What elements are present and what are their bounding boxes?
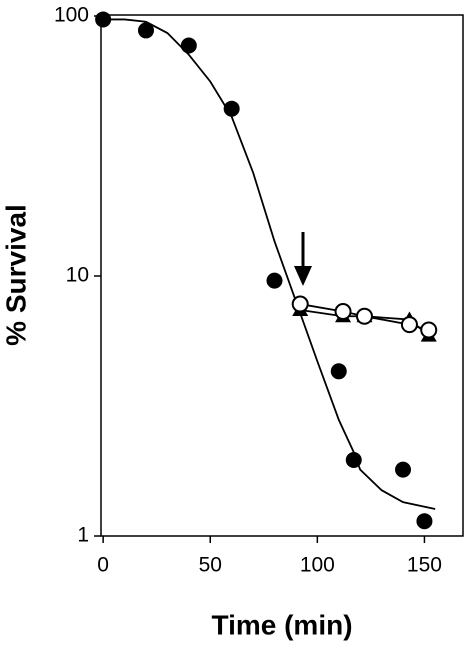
fit-curve [103, 18, 436, 510]
point [223, 100, 240, 117]
point [330, 363, 347, 380]
x-tick-label: 50 [199, 554, 222, 577]
point [95, 11, 112, 28]
point [291, 295, 309, 313]
y-axis-title: % Survival [0, 204, 31, 346]
point [180, 37, 197, 54]
point [266, 272, 283, 289]
x-tick-label: 0 [97, 554, 109, 577]
plot-frame [100, 14, 464, 537]
y-tick-label: 1 [77, 524, 89, 547]
x-tick-label: 100 [300, 554, 335, 577]
arrow [294, 232, 312, 286]
x-axis-title: Time (min) [211, 609, 352, 640]
point [395, 461, 412, 478]
point [137, 22, 154, 39]
point [355, 307, 373, 325]
point [400, 316, 418, 334]
point [420, 321, 438, 339]
y-tick-label: 100 [54, 4, 89, 27]
x-tick-label: 150 [407, 554, 442, 577]
point [345, 452, 362, 469]
y-tick-label: 10 [66, 264, 89, 287]
point [334, 303, 352, 321]
point [416, 513, 433, 530]
